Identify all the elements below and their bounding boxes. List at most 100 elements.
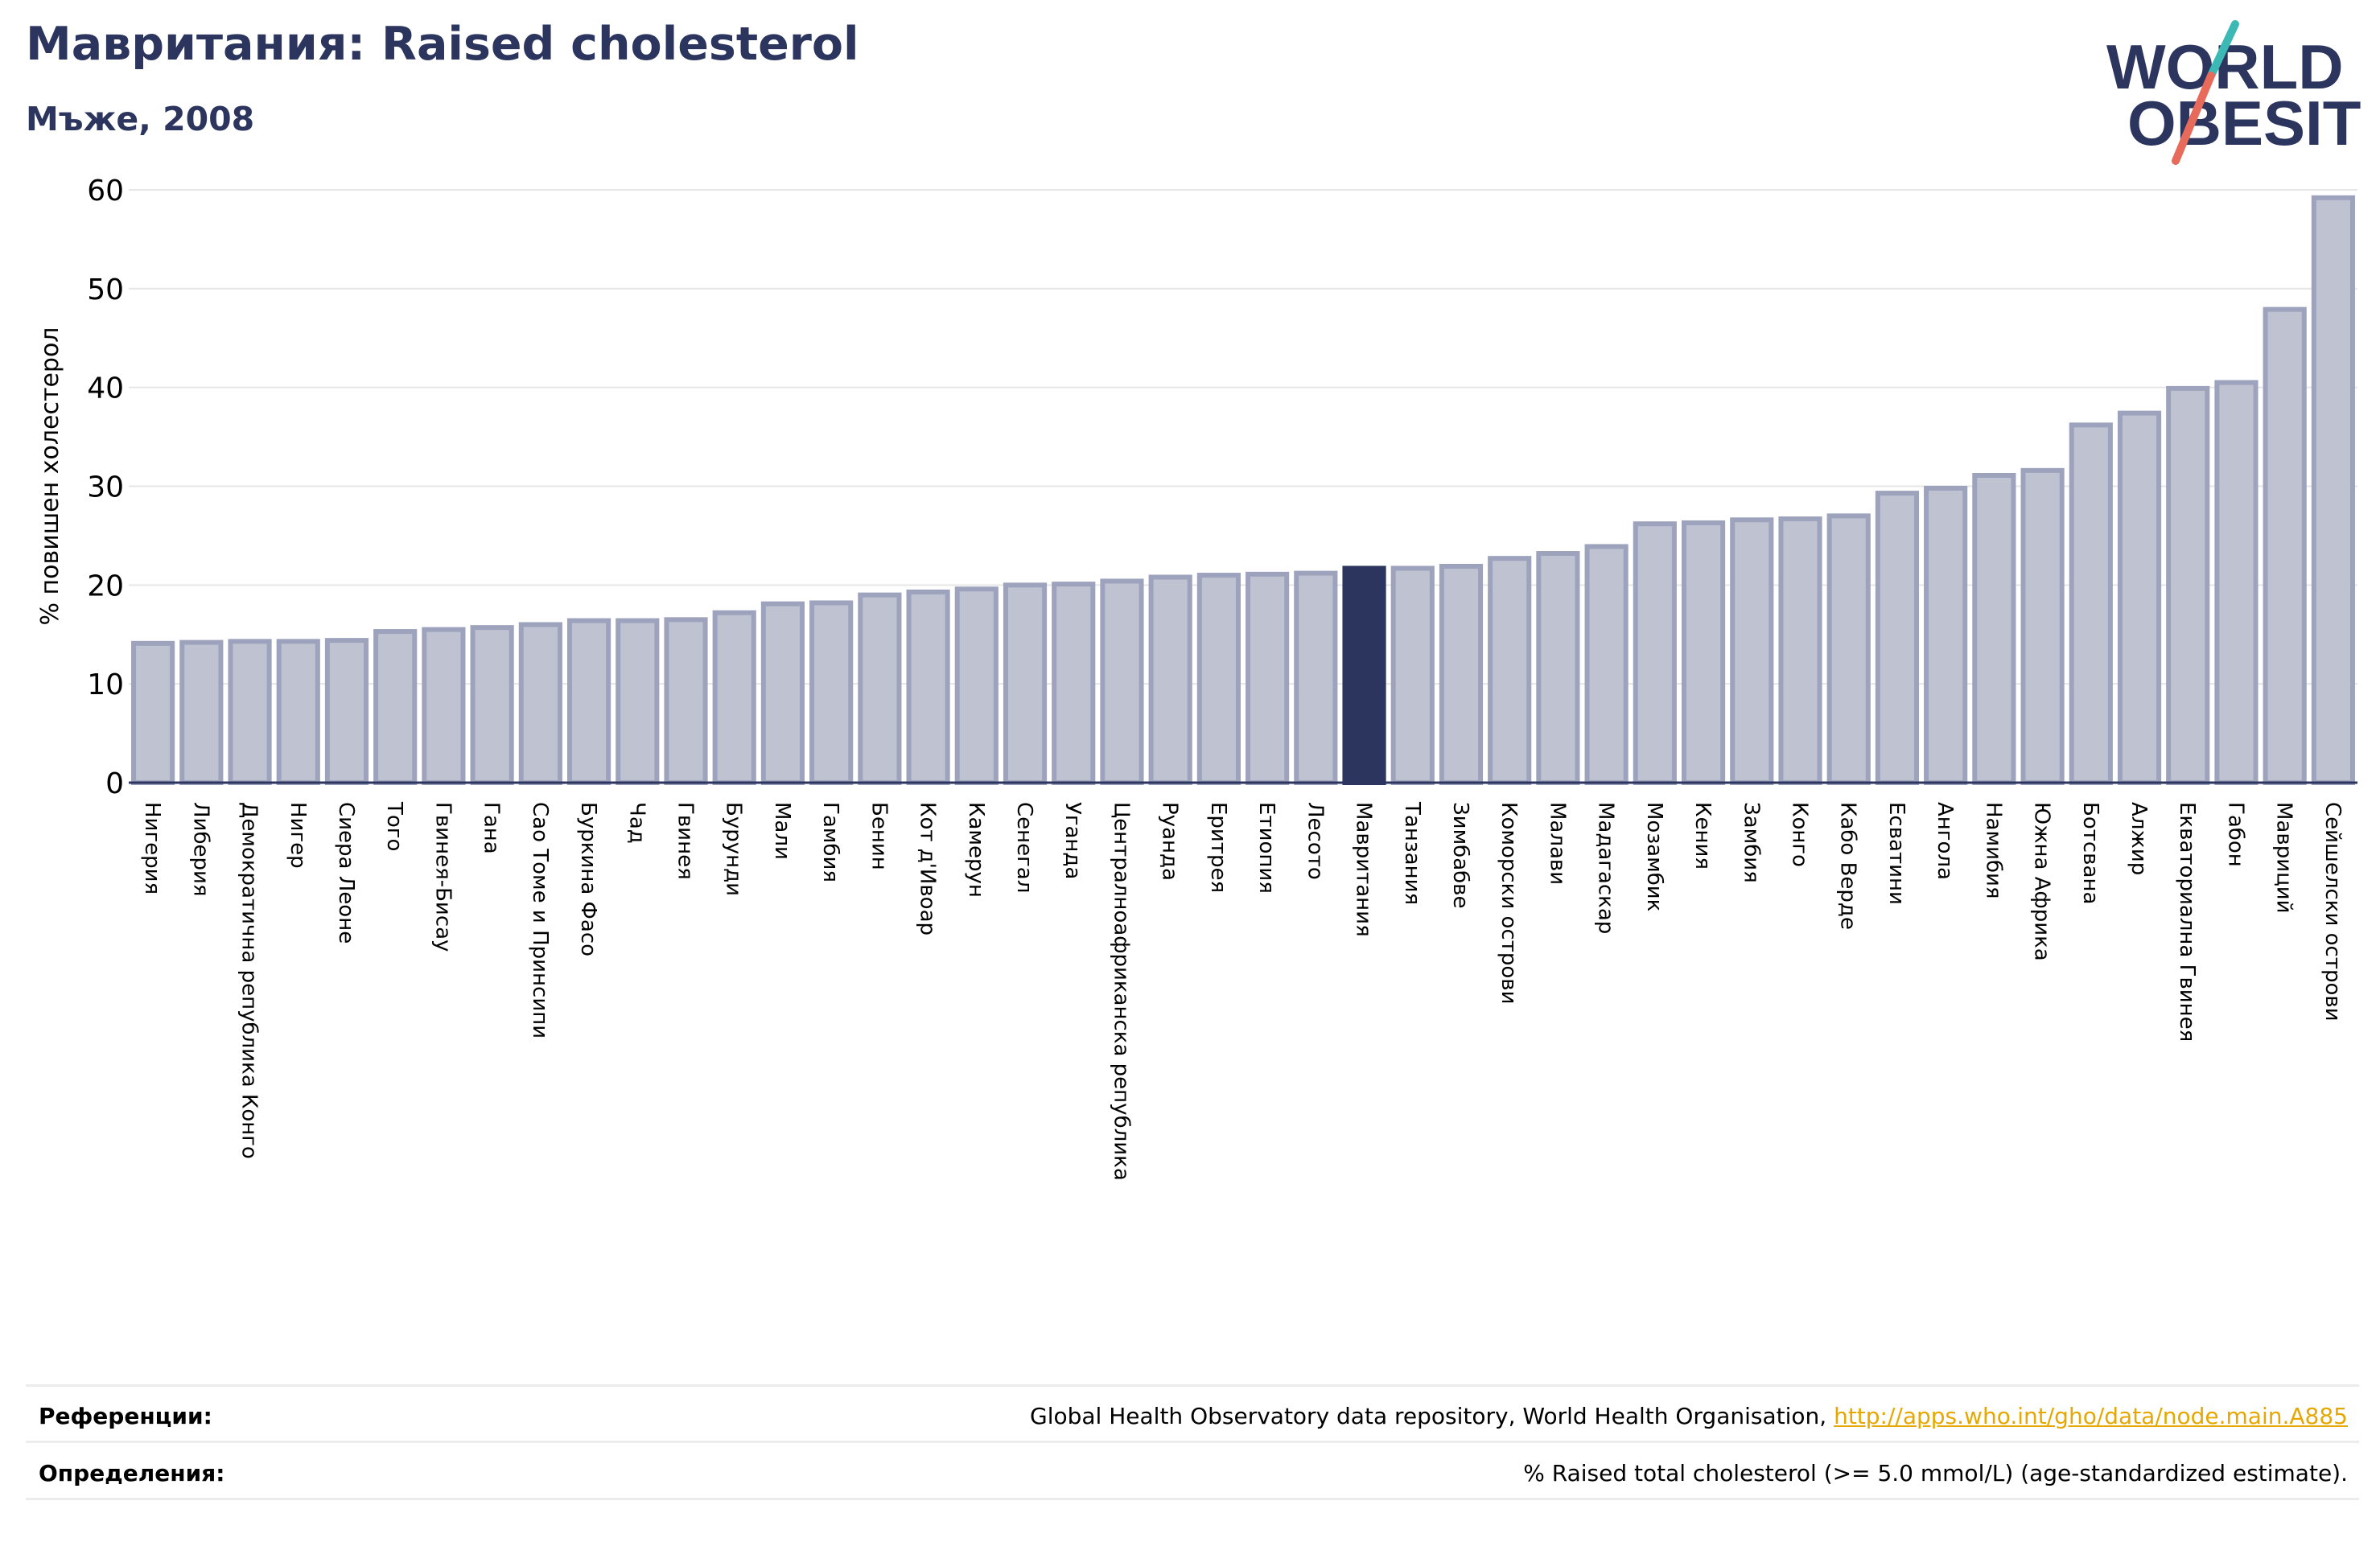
x-tick-label: Сао Томе и Принсипи [528,802,552,1038]
x-tick-label: Чад [624,802,649,844]
bar [760,601,805,786]
bar [324,638,369,785]
bar [1488,556,1532,785]
bar [373,629,418,785]
footer-divider-bottom [26,1498,2359,1500]
footer-divider-middle [26,1441,2359,1443]
x-tick-label: Либерия [188,802,212,897]
y-tick-label: 30 [87,471,124,504]
chart-subtitle: Мъже, 2008 [26,100,255,138]
x-tick-label: Ботсвана [2078,802,2102,904]
bar [1294,570,1338,785]
x-axis-labels: Нигерия Либерия Демократична република Кон… [140,801,2345,1181]
x-tick-label: Намибия [1981,802,2005,899]
bar [954,586,999,785]
x-tick-label: Екваториална Гвинея [2175,802,2199,1042]
x-tick-label: Етиопия [1254,802,1279,894]
x-tick-label: Бенин [867,802,891,870]
bar [228,639,272,785]
y-axis-title: % повишен холестерол [36,327,64,626]
bar [1439,563,1484,785]
bar [1003,582,1048,785]
x-tick-label: Кения [1690,802,1715,870]
x-tick-label: Танзания [1400,801,1424,905]
x-tick-label: Сейшелски острови [2320,802,2345,1022]
x-tick-label: Замбия [1739,802,1763,883]
bar [2117,410,2162,785]
x-tick-label: Кот д'Ивоар [916,802,940,935]
bar [858,592,902,785]
x-tick-label: Гамбия [818,802,842,882]
x-tick-label: Демократична република Конго [237,802,261,1159]
bar [131,640,175,785]
bar [1246,571,1290,785]
bar [2263,306,2307,785]
x-tick-label: Кабо Верде [1836,802,1860,930]
x-tick-label: Алжир [2127,802,2151,875]
bar [1681,520,1726,785]
x-tick-label: Конго [1788,802,1812,867]
x-tick-label: Мали [770,802,794,860]
bar [1633,521,1677,786]
x-tick-label: Еритрея [1206,802,1230,893]
x-tick-label: Южна Африка [2030,802,2054,961]
references-text: Global Health Observatory data repositor… [1030,1403,2348,1429]
x-tick-label: Уганда [1060,802,1085,879]
x-tick-label: Бурунди [722,802,746,896]
x-tick-label: Мавритания [1352,802,1376,937]
bar [518,622,562,786]
bar [1584,544,1629,785]
x-tick-label: Коморски острови [1497,802,1521,1005]
x-tick-label: Мавриций [2272,802,2296,914]
y-tick-label: 50 [87,273,124,306]
x-tick-label: Нигерия [140,802,164,894]
chart-title: Мавритания: Raised cholesterol [26,18,859,71]
y-tick-label: 40 [87,372,124,405]
logo-line-obesity: OBESITY [2127,88,2362,158]
y-axis-ticks: 0 10 20 30 40 50 60 [87,175,124,800]
bar [1536,551,1580,785]
footer-divider-top [26,1384,2359,1387]
y-tick-label: 60 [87,175,124,208]
bar [1730,517,1774,785]
bar [1148,574,1192,785]
definitions-text: % Raised total cholesterol (>= 5.0 mmol/… [1523,1460,2348,1486]
x-tick-label: Зимбабве [1448,802,1472,909]
bar [470,625,514,785]
x-tick-label: Малави [1545,802,1569,885]
logo-slash-teal [2207,20,2239,80]
bar [2069,422,2113,785]
bar [616,618,660,786]
bars [131,195,2355,786]
bar [664,617,708,786]
x-tick-label: Сиера Леоне [334,802,358,944]
references-label: Референции: [39,1403,212,1429]
references-source: Global Health Observatory data repositor… [1030,1403,1834,1429]
x-tick-label: Ангола [1933,802,1957,880]
y-tick-label: 10 [87,668,124,701]
references-link[interactable]: http://apps.who.int/gho/data/node.main.A… [1834,1403,2348,1429]
bar [1826,513,1871,785]
bar [566,618,611,786]
bar [1924,485,1968,785]
x-tick-label: Централноафриканска република [1109,802,1133,1181]
bar [1196,573,1241,785]
bar [1972,472,2016,785]
x-tick-label: Мадагаскар [1594,802,1618,934]
x-tick-label: Буркина Фасо [576,802,600,956]
bar [1778,516,1822,785]
bar-chart: 0 10 20 30 40 50 60 Нигерия Либерия Демократична… [36,175,2357,1181]
bar-highlight [1342,565,1386,785]
x-tick-label: Мозамбик [1642,802,1666,911]
x-tick-label: Гвинея [673,802,698,880]
x-tick-label: Руанда [1158,802,1182,881]
bar [2311,195,2355,785]
bar [276,639,320,785]
bar [1052,582,1096,785]
x-tick-label: Сенегал [1012,802,1036,893]
y-tick-label: 0 [105,767,124,800]
x-tick-label: Есватини [1884,802,1909,905]
bar [2020,467,2065,785]
bar [712,610,756,786]
x-tick-label: Гвинея-Бисау [430,802,455,952]
